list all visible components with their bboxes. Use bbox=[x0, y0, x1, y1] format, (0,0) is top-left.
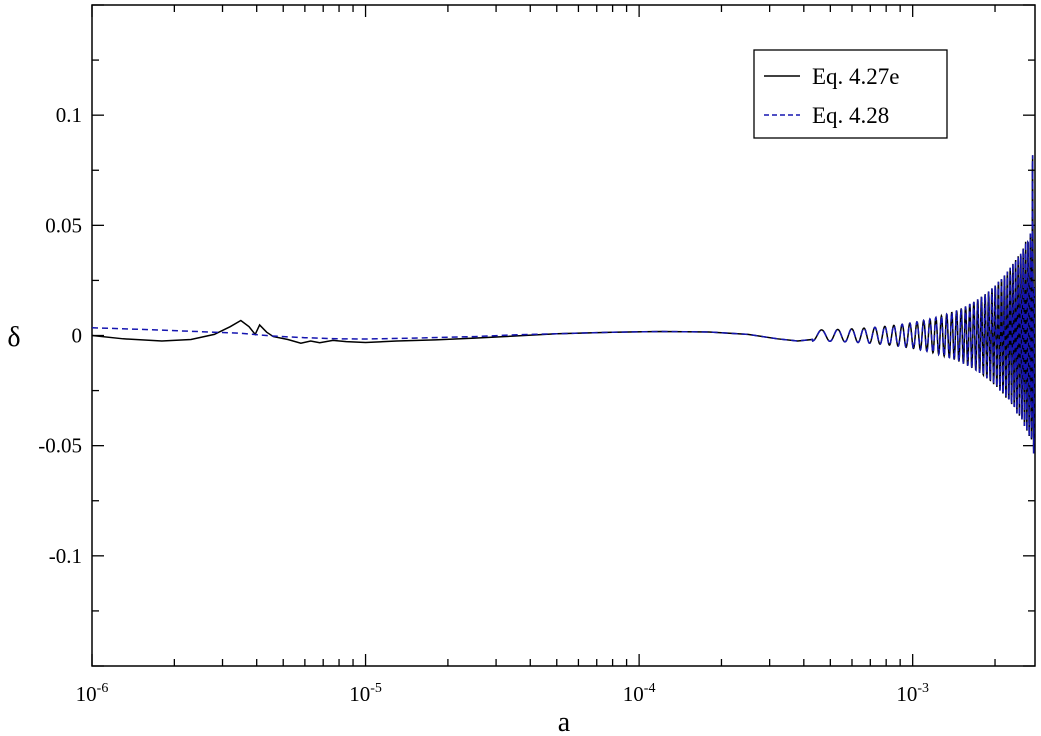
legend-box bbox=[753, 49, 948, 139]
y-tick-label: 0.1 bbox=[56, 103, 82, 127]
y-tick-label: -0.05 bbox=[38, 434, 82, 458]
x-tick-label-exp: -3 bbox=[917, 681, 929, 696]
x-tick-label: 10-5 bbox=[349, 681, 382, 706]
x-tick-label-base: 10 bbox=[623, 682, 644, 706]
y-axis-title: δ bbox=[7, 322, 20, 353]
x-tick-label-base: 10 bbox=[896, 682, 917, 706]
series-layer bbox=[92, 155, 1035, 454]
x-tick-label-base: 10 bbox=[76, 682, 97, 706]
legend-label-eq427e: Eq. 4.27e bbox=[812, 64, 900, 89]
y-tick-label: 0 bbox=[72, 324, 83, 348]
legend: Eq. 4.27e Eq. 4.28 bbox=[753, 49, 948, 139]
x-tick-label: 10-4 bbox=[623, 681, 656, 706]
x-tick-label-base: 10 bbox=[349, 682, 370, 706]
x-tick-label-exp: -6 bbox=[97, 681, 109, 696]
x-tick-label-exp: -4 bbox=[644, 681, 656, 696]
x-tick-label-exp: -5 bbox=[370, 681, 382, 696]
legend-label-eq428: Eq. 4.28 bbox=[812, 103, 889, 128]
y-tick-label: -0.1 bbox=[49, 544, 82, 568]
series-line-eq428 bbox=[92, 155, 1035, 454]
x-tick-label: 10-6 bbox=[76, 681, 109, 706]
axis-ticks bbox=[91, 4, 1035, 667]
series-line-eq427e bbox=[92, 155, 1035, 454]
y-tick-label: 0.05 bbox=[45, 213, 82, 237]
x-axis-title: a bbox=[558, 707, 571, 736]
x-tick-label: 10-3 bbox=[896, 681, 929, 706]
